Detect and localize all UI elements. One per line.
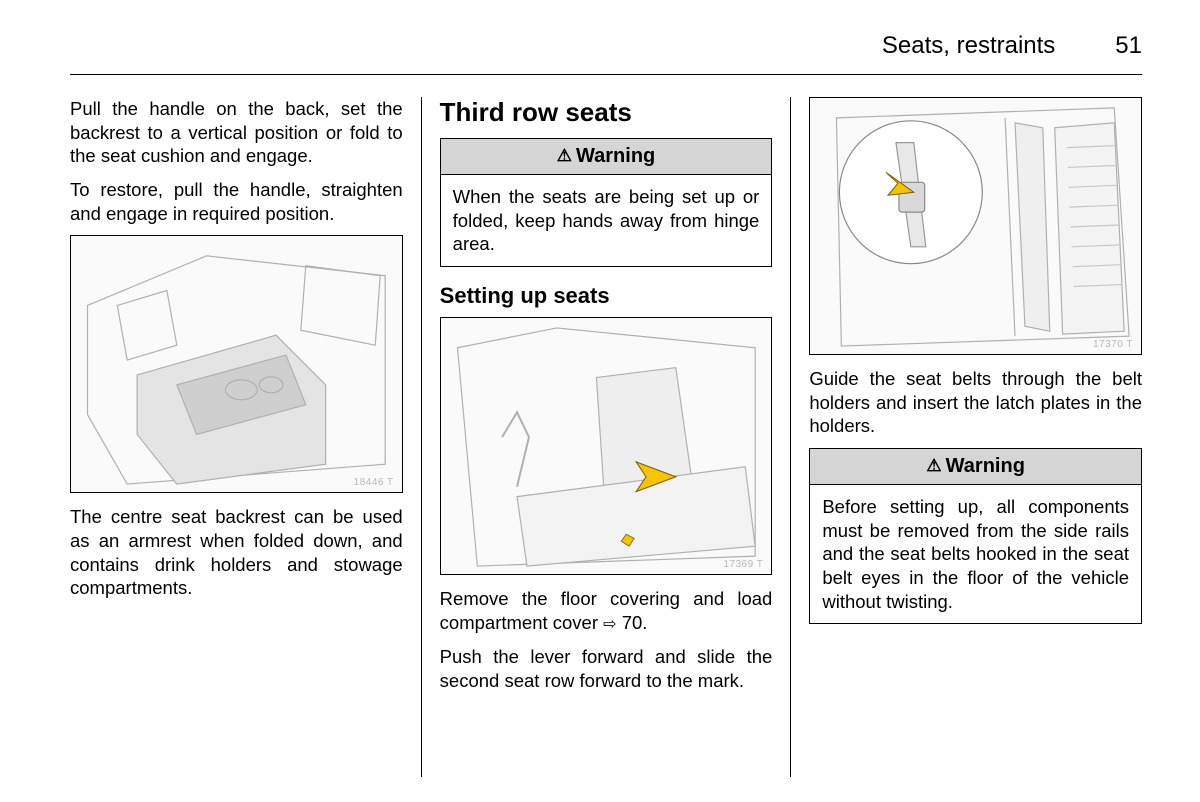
warning-label: Warning	[576, 145, 655, 168]
column-3: 17370 T Guide the seat belts through the…	[791, 97, 1142, 777]
figure-label: 17370 T	[1093, 339, 1133, 350]
figure-setting-up: 17369 T	[440, 317, 773, 575]
armrest-illustration	[71, 236, 402, 492]
body-paragraph: Push the lever forward and slide the sec…	[440, 645, 773, 692]
warning-triangle-icon: ⚠	[557, 147, 572, 164]
column-2: Third row seats ⚠ Warning When the seats…	[421, 97, 792, 777]
seatbelt-illustration	[810, 98, 1141, 354]
warning-body-text: Before setting up, all components must b…	[810, 485, 1141, 623]
cross-reference-icon: ⇨	[603, 615, 616, 635]
manual-page: Seats, restraints 51 Pull the handle on …	[0, 0, 1200, 802]
body-paragraph: To restore, pull the handle, straighten …	[70, 178, 403, 225]
page-number: 51	[1115, 32, 1142, 60]
warning-box: ⚠ Warning Before setting up, all compone…	[809, 448, 1142, 624]
body-paragraph: Pull the handle on the back, set the bac…	[70, 97, 403, 168]
warning-label: Warning	[946, 455, 1025, 478]
warning-header: ⚠ Warning	[441, 139, 772, 175]
warning-body-text: When the seats are being set up or folde…	[441, 175, 772, 266]
warning-header: ⚠ Warning	[810, 449, 1141, 485]
body-paragraph: Guide the seat belts through the belt ho…	[809, 367, 1142, 438]
heading-third-row-seats: Third row seats	[440, 97, 773, 128]
setting-up-illustration	[441, 318, 772, 574]
warning-triangle-icon: ⚠	[926, 457, 941, 474]
figure-label: 17369 T	[723, 559, 763, 570]
heading-setting-up-seats: Setting up seats	[440, 283, 773, 309]
body-paragraph: The centre seat backrest can be used as …	[70, 505, 403, 600]
column-1: Pull the handle on the back, set the bac…	[70, 97, 421, 777]
figure-label: 18446 T	[354, 477, 394, 488]
figure-seatbelt-holder: 17370 T	[809, 97, 1142, 355]
page-header: Seats, restraints 51	[70, 32, 1142, 75]
three-column-layout: Pull the handle on the back, set the bac…	[70, 97, 1142, 777]
section-title: Seats, restraints	[882, 32, 1055, 60]
warning-box: ⚠ Warning When the seats are being set u…	[440, 138, 773, 267]
para-ref: 70.	[622, 612, 648, 633]
figure-armrest: 18446 T	[70, 235, 403, 493]
body-paragraph: Remove the floor covering and load compa…	[440, 587, 773, 635]
